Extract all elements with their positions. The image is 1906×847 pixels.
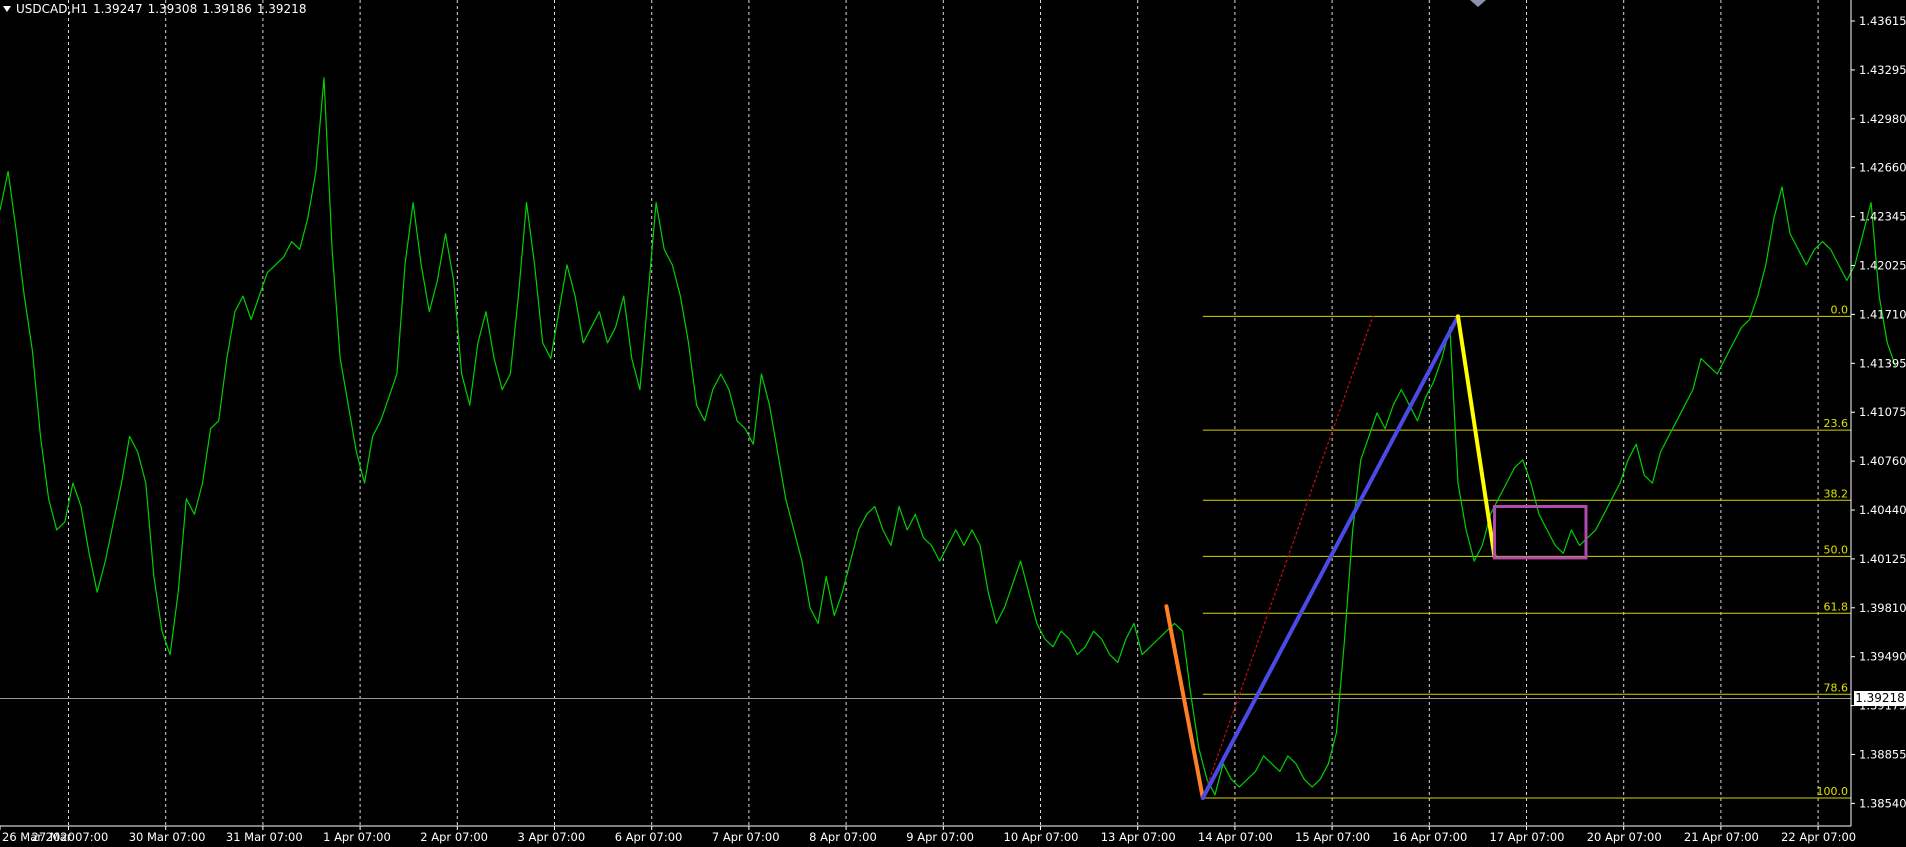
top-marker-icon[interactable]	[1470, 0, 1486, 7]
x-tick-label: 16 Apr 07:00	[1392, 830, 1467, 844]
x-tick-label: 1 Apr 07:00	[323, 830, 391, 844]
dropdown-triangle-icon[interactable]	[3, 5, 11, 12]
x-tick-label: 10 Apr 07:00	[1004, 830, 1079, 844]
open-price: 1.39247	[92, 2, 143, 16]
x-tick-label: 6 Apr 07:00	[615, 830, 683, 844]
price-series-line	[0, 77, 1896, 796]
x-tick-label: 3 Apr 07:00	[518, 830, 586, 844]
orange-leg-line[interactable]	[1164, 604, 1205, 800]
y-tick-label: 1.42345	[1859, 210, 1906, 224]
x-tick-label: 26 Mar 2020	[2, 830, 75, 844]
y-tick-label: 1.42980	[1859, 112, 1906, 126]
high-price: 1.39308	[147, 2, 198, 16]
fib-level-label: 38.2	[1824, 487, 1849, 500]
x-tick-label: 30 Mar 07:00	[129, 830, 206, 844]
drawing-objects[interactable]	[1164, 314, 1588, 800]
low-price: 1.39186	[202, 2, 252, 16]
fib-level-label: 61.8	[1824, 600, 1849, 613]
y-tick-label: 1.43615	[1859, 14, 1906, 28]
chart-header: USDCAD,H1 1.39247 1.39308 1.39186 1.39218	[0, 0, 311, 18]
current-price-badge: 1.39218	[1854, 691, 1906, 706]
y-tick-label: 1.40125	[1859, 552, 1906, 566]
x-tick-label: 20 Apr 07:00	[1587, 830, 1662, 844]
fibonacci-retracement[interactable]: 0.0 23.6 38.2 50.0 61.8 78.6 100.0	[1202, 303, 1851, 799]
close-price: 1.39218	[256, 2, 307, 16]
x-tick-label: 17 Apr 07:00	[1490, 830, 1565, 844]
x-tick-label: 31 Mar 07:00	[226, 830, 303, 844]
y-tick-label: 1.38540	[1859, 796, 1906, 810]
y-tick-label: 1.40760	[1859, 454, 1906, 468]
dotted-trend-line[interactable]	[1202, 315, 1374, 799]
fib-level-label: 0.0	[1831, 303, 1849, 316]
x-tick-label: 21 Apr 07:00	[1684, 830, 1759, 844]
fib-level-label: 78.6	[1824, 681, 1849, 694]
y-tick-label: 1.39490	[1859, 650, 1906, 664]
y-tick-label: 1.41710	[1859, 307, 1906, 321]
x-tick-label: 22 Apr 07:00	[1781, 830, 1856, 844]
y-tick-label: 1.40440	[1859, 503, 1906, 517]
x-tick-label: 13 Apr 07:00	[1101, 830, 1176, 844]
x-tick-label: 14 Apr 07:00	[1198, 830, 1273, 844]
y-tick-label: 1.39810	[1859, 601, 1906, 615]
fib-level-label: 50.0	[1824, 543, 1849, 556]
blue-leg-line[interactable]	[1200, 314, 1460, 800]
x-tick-label: 15 Apr 07:00	[1295, 830, 1370, 844]
x-tick-label: 9 Apr 07:00	[906, 830, 974, 844]
y-tick-label: 1.43295	[1859, 63, 1906, 77]
consolidation-rectangle[interactable]	[1492, 505, 1588, 560]
y-tick-label: 1.42025	[1859, 259, 1906, 273]
x-tick-label: 27 Mar 07:00	[32, 830, 109, 844]
y-tick-label: 1.42660	[1859, 161, 1906, 175]
x-tick-label: 2 Apr 07:00	[420, 830, 488, 844]
y-tick-label: 1.41395	[1859, 356, 1906, 370]
x-tick-label: 8 Apr 07:00	[809, 830, 877, 844]
fib-level-label: 23.6	[1824, 417, 1849, 430]
yellow-leg-line[interactable]	[1456, 314, 1497, 559]
symbol-label: USDCAD,H1	[16, 2, 88, 16]
y-tick-label: 1.38855	[1859, 748, 1906, 762]
x-tick-label: 7 Apr 07:00	[712, 830, 780, 844]
y-tick-label: 1.41075	[1859, 405, 1906, 419]
price-line-group	[0, 77, 1896, 796]
fib-level-label: 100.0	[1817, 785, 1849, 798]
